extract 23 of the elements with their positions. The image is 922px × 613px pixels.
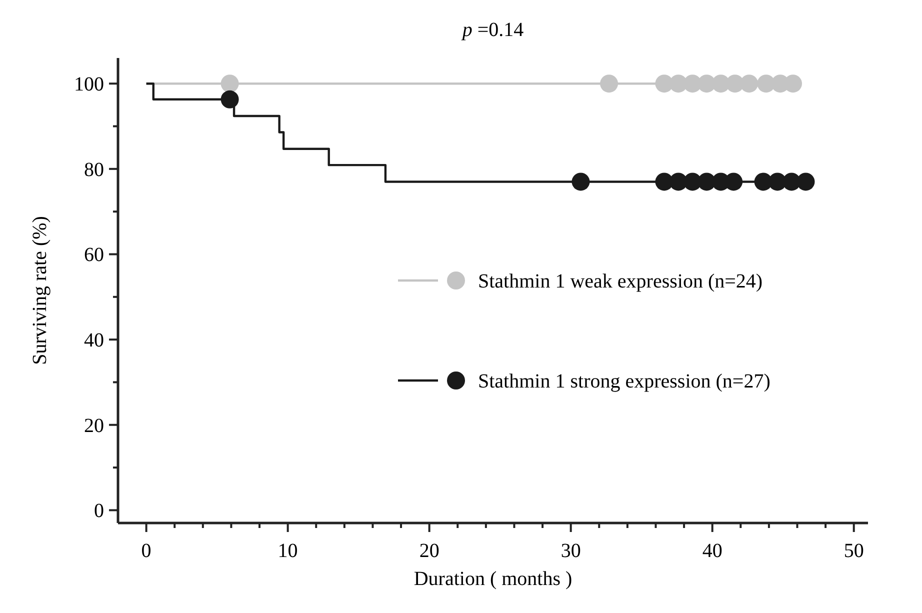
point	[572, 172, 590, 191]
x-tick-label: 0	[141, 540, 152, 562]
x-tick-label: 20	[419, 540, 440, 562]
point	[796, 172, 815, 191]
y-tick-label: 20	[84, 414, 104, 437]
x-tick-label: 10	[278, 540, 298, 562]
x-tick-label: 40	[702, 540, 722, 562]
legend-label: Stathmin 1 strong expression (n=27)	[478, 370, 770, 392]
y-axis-title: Surviving rate (%)	[29, 216, 51, 365]
point	[600, 74, 618, 93]
y-tick-label: 40	[84, 330, 104, 352]
y-tick-label: 100	[74, 74, 104, 96]
y-tick-label: 0	[94, 500, 104, 522]
point	[220, 90, 239, 108]
point	[740, 74, 758, 93]
x-tick-label: 50	[844, 540, 864, 562]
chart-title: p =0.14	[460, 19, 524, 41]
legend-label: Stathmin 1 weak expression (n=24)	[478, 270, 763, 292]
y-tick-label: 80	[84, 158, 104, 181]
x-tick-label: 30	[560, 540, 581, 562]
point	[220, 74, 239, 93]
y-tick-label: 60	[84, 244, 104, 266]
x-axis-title: Duration ( months )	[414, 568, 572, 590]
